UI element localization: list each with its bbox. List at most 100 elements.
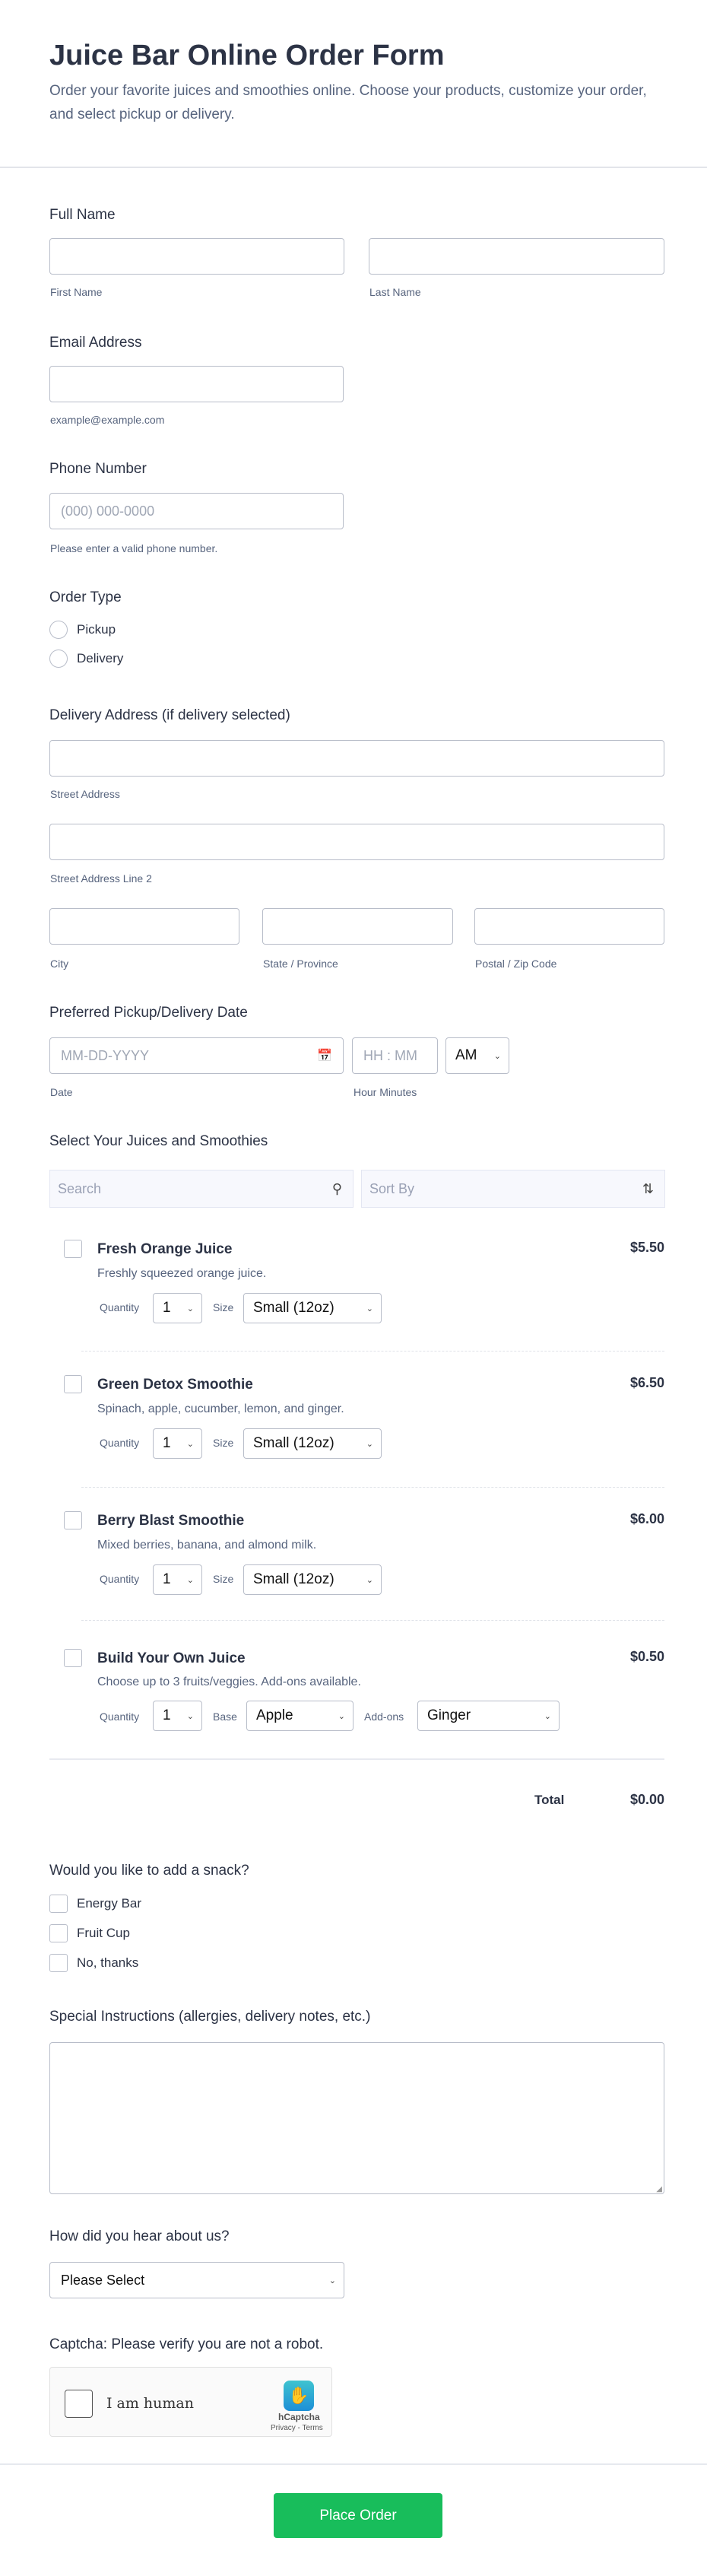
product-checkbox[interactable] — [64, 1240, 82, 1258]
product-divider — [81, 1620, 664, 1621]
address-label: Delivery Address (if delivery selected) — [49, 707, 290, 723]
captcha-checkbox[interactable] — [65, 2390, 93, 2418]
size-value: Small (12oz) — [253, 1300, 334, 1316]
chevron-down-icon: ⌄ — [338, 1711, 345, 1721]
checkbox[interactable] — [49, 1895, 68, 1913]
state-input[interactable] — [262, 908, 453, 945]
referral-select[interactable]: Please Select ⌄ — [49, 2262, 344, 2298]
calendar-icon[interactable]: 📅 — [317, 1050, 332, 1062]
addons-label: Add-ons — [364, 1710, 404, 1723]
time-sublabel: Hour Minutes — [354, 1086, 417, 1098]
product-price: $5.50 — [629, 1240, 664, 1255]
hcaptcha-logo-icon: ✋ — [284, 2381, 314, 2411]
size-select[interactable]: Small (12oz) ⌄ — [243, 1428, 382, 1459]
size-select[interactable]: Small (12oz) ⌄ — [243, 1564, 382, 1595]
referral-value: Please Select — [61, 2272, 145, 2288]
resize-handle-icon[interactable]: ◢ — [656, 2185, 662, 2193]
product-price: $6.50 — [629, 1375, 664, 1390]
state-sublabel: State / Province — [263, 958, 338, 970]
quantity-value: 1 — [163, 1435, 171, 1451]
street2-input[interactable] — [49, 824, 664, 860]
checkbox[interactable] — [49, 1954, 68, 1972]
hcaptcha-brand: hCaptcha — [278, 2412, 320, 2422]
email-label: Email Address — [49, 335, 142, 351]
city-input[interactable] — [49, 908, 239, 945]
quantity-value: 1 — [163, 1707, 171, 1723]
product-checkbox[interactable] — [64, 1511, 82, 1529]
product-price: $6.00 — [629, 1511, 664, 1526]
quantity-select[interactable]: 1 ⌄ — [153, 1701, 202, 1731]
product-price: $0.50 — [629, 1649, 664, 1664]
size-label: Size — [213, 1301, 234, 1313]
last-name-sublabel: Last Name — [369, 286, 421, 298]
email-hint: example@example.com — [50, 414, 165, 426]
product-checkbox[interactable] — [64, 1649, 82, 1667]
quantity-select[interactable]: 1 ⌄ — [153, 1293, 202, 1323]
chevron-down-icon: ⌄ — [186, 1711, 194, 1721]
size-label: Size — [213, 1573, 234, 1585]
order-type-delivery[interactable]: Delivery — [49, 650, 123, 668]
option-label: Energy Bar — [77, 1896, 142, 1911]
snack-energy-bar[interactable]: Energy Bar — [49, 1895, 141, 1913]
size-value: Small (12oz) — [253, 1435, 334, 1451]
addons-value: Ginger — [427, 1707, 471, 1723]
date-input[interactable]: MM-DD-YYYY 📅 — [49, 1037, 344, 1074]
product-item: Fresh Orange Juice $5.50 Freshly squeeze… — [0, 1238, 707, 1329]
quantity-label: Quantity — [100, 1437, 140, 1449]
products-divider — [49, 1758, 664, 1760]
radio-button[interactable] — [49, 621, 68, 639]
checkbox[interactable] — [49, 1924, 68, 1942]
order-type-pickup[interactable]: Pickup — [49, 621, 116, 639]
email-input[interactable] — [49, 366, 344, 402]
instructions-textarea[interactable]: ◢ — [49, 2042, 664, 2194]
ampm-value: AM — [455, 1047, 477, 1063]
search-icon: ⚲ — [331, 1180, 342, 1196]
header-divider — [0, 167, 707, 168]
size-label: Size — [213, 1437, 234, 1449]
base-label: Base — [213, 1710, 237, 1723]
last-name-input[interactable] — [369, 238, 664, 275]
captcha-checkbox-label: I am human — [106, 2395, 194, 2412]
hcaptcha-widget: I am human ✋ hCaptcha Privacy - Terms — [49, 2367, 332, 2437]
product-item: Green Detox Smoothie $6.50 Spinach, appl… — [0, 1374, 707, 1465]
phone-input[interactable]: (000) 000-0000 — [49, 493, 344, 529]
zip-input[interactable] — [474, 908, 664, 945]
chevron-down-icon: ⌄ — [493, 1051, 501, 1061]
quantity-select[interactable]: 1 ⌄ — [153, 1564, 202, 1595]
first-name-input[interactable] — [49, 238, 344, 275]
snack-fruit-cup[interactable]: Fruit Cup — [49, 1924, 130, 1942]
captcha-privacy-terms-link[interactable]: Privacy - Terms — [271, 2424, 323, 2432]
product-name: Fresh Orange Juice — [97, 1241, 233, 1257]
place-order-button[interactable]: Place Order — [274, 2493, 442, 2538]
street-input[interactable] — [49, 740, 664, 777]
quantity-label: Quantity — [100, 1301, 140, 1313]
city-sublabel: City — [50, 958, 69, 970]
street-sublabel: Street Address — [50, 788, 120, 800]
quantity-select[interactable]: 1 ⌄ — [153, 1428, 202, 1459]
product-item: Build Your Own Juice $0.50 Choose up to … — [0, 1647, 707, 1739]
page-title: Juice Bar Online Order Form — [49, 40, 445, 71]
radio-button[interactable] — [49, 650, 68, 668]
product-item: Berry Blast Smoothie $6.00 Mixed berries… — [0, 1510, 707, 1601]
product-search-input[interactable]: Search ⚲ — [49, 1170, 354, 1208]
addons-select[interactable]: Ginger ⌄ — [417, 1701, 560, 1731]
size-select[interactable]: Small (12oz) ⌄ — [243, 1293, 382, 1323]
sort-by-select[interactable]: Sort By ⇅ — [361, 1170, 665, 1208]
snack-no-thanks[interactable]: No, thanks — [49, 1954, 138, 1972]
option-label: Fruit Cup — [77, 1926, 130, 1940]
option-label: No, thanks — [77, 1955, 139, 1970]
base-select[interactable]: Apple ⌄ — [246, 1701, 354, 1731]
product-divider — [81, 1487, 664, 1488]
chevron-down-icon: ⌄ — [186, 1575, 194, 1585]
option-label: Delivery — [77, 651, 124, 665]
time-placeholder: HH : MM — [363, 1047, 417, 1063]
ampm-select[interactable]: AM ⌄ — [445, 1037, 509, 1074]
time-input[interactable]: HH : MM — [352, 1037, 438, 1074]
size-value: Small (12oz) — [253, 1571, 334, 1587]
product-name: Green Detox Smoothie — [97, 1377, 253, 1393]
street2-sublabel: Street Address Line 2 — [50, 872, 152, 885]
chevron-down-icon: ⌄ — [366, 1575, 373, 1585]
option-label: Pickup — [77, 622, 116, 637]
product-checkbox[interactable] — [64, 1375, 82, 1393]
sort-placeholder: Sort By — [369, 1180, 415, 1196]
